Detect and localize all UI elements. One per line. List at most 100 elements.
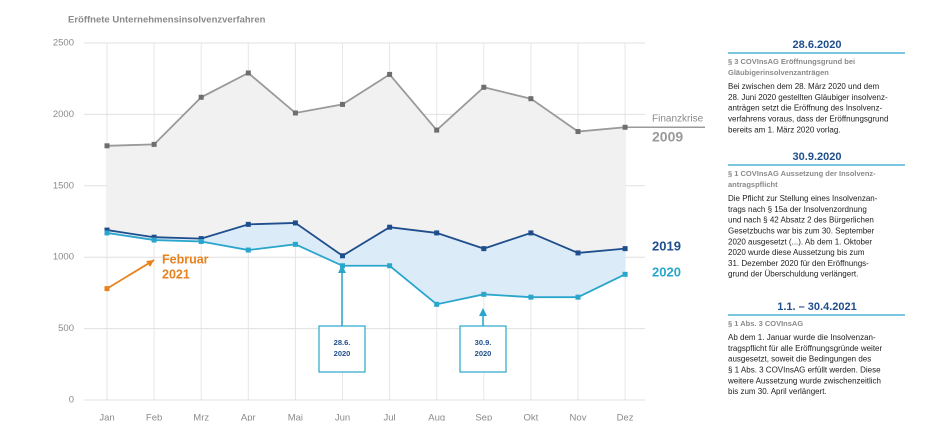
marker xyxy=(340,253,345,259)
series-label: 2021 xyxy=(162,267,190,281)
arrow-head xyxy=(146,260,155,268)
y-tick-label: 500 xyxy=(58,323,74,334)
marker xyxy=(340,101,345,107)
panel-body: Ab dem 1. Januar wurde die Insolvenzan- xyxy=(728,333,876,342)
marker xyxy=(245,70,251,76)
panel-body: weitere Aussetzung wurde zwischenzeitlic… xyxy=(727,376,881,385)
annotation-box-text: 30.9. xyxy=(475,338,492,347)
x-tick-label: Jan xyxy=(99,413,114,421)
marker xyxy=(198,94,204,100)
marker xyxy=(151,237,157,243)
x-tick-label: Apr xyxy=(241,413,256,421)
y-tick-label: 2000 xyxy=(53,109,74,120)
panel-body: anträgen setzt die Eröffnung des Insolve… xyxy=(728,104,883,113)
marker xyxy=(245,247,251,253)
panel-body: Die Pflicht zur Stellung eines Insolvenz… xyxy=(728,194,878,203)
panel-subheading: antragspflicht xyxy=(728,180,778,189)
marker xyxy=(575,250,581,256)
marker xyxy=(387,224,393,230)
x-tick-label: Mrz xyxy=(193,413,209,421)
panel-body: bereits am 1. März 2020 vorlag. xyxy=(728,125,841,134)
marker xyxy=(387,71,393,77)
panel-body: verfahrens voraus, dass der Eröffnungsgr… xyxy=(728,115,888,124)
annotation-box xyxy=(318,325,366,373)
area-fill xyxy=(107,72,626,256)
marker xyxy=(528,294,534,300)
marker xyxy=(622,124,628,130)
annotation-box-text: 2020 xyxy=(475,349,492,358)
area-fill xyxy=(107,222,626,305)
marker xyxy=(528,230,534,236)
marker xyxy=(481,291,487,297)
marker xyxy=(198,238,204,244)
marker xyxy=(340,263,345,269)
panel-body: 31. Dezember 2020 für den Eröffnungs- xyxy=(728,259,869,268)
annotation-arrow-head xyxy=(479,308,487,316)
panel-body: grund der Überschuldung verlängert. xyxy=(728,270,858,279)
marker xyxy=(481,246,487,252)
panel-heading: 30.9.2020 xyxy=(793,151,842,163)
panel-body: 28. Juni 2020 gestellten Gläubiger insol… xyxy=(728,93,888,102)
series-label: 2020 xyxy=(652,264,681,279)
annotation-box-text: 2020 xyxy=(334,349,351,358)
annotation-box xyxy=(459,325,507,373)
marker xyxy=(104,143,110,149)
panel-body: § 1 Abs. 3 COVInsAG erfüllt werden. Dies… xyxy=(728,366,881,375)
marker xyxy=(481,84,487,90)
panel-body: 2020 ausgesetzt (...). Ab dem 1. Oktober xyxy=(728,237,872,246)
x-tick-label: Aug xyxy=(428,413,445,421)
panel-body: tragspflicht für alle Eröffnungsgründe w… xyxy=(728,344,882,353)
panel-body: Gesetzbuchs war bis zum 30. September xyxy=(728,227,875,236)
panel-body: Bei zwischen dem 28. März 2020 und dem xyxy=(728,82,880,91)
marker xyxy=(104,227,110,233)
x-tick-label: Mai xyxy=(288,413,303,421)
panel-subheading: § 1 Abs. 3 COVInsAG xyxy=(728,319,803,328)
marker xyxy=(434,301,440,307)
marker xyxy=(575,294,581,300)
y-tick-label: 2500 xyxy=(53,38,74,49)
panel-body: ausgesetzt, soweit die Bedingungen des xyxy=(728,355,871,364)
marker xyxy=(622,271,628,277)
annotation-box-text: 28.6. xyxy=(334,338,351,347)
chart-title: Eröffnete Unternehmensinsolvenzverfahren xyxy=(68,15,266,26)
annotation: Finanzkrise xyxy=(652,114,704,125)
marker xyxy=(292,110,298,116)
panel-body: bis zum 30. April verlängert. xyxy=(728,387,827,396)
y-tick-label: 1500 xyxy=(53,180,74,191)
x-tick-label: Okt xyxy=(524,413,539,421)
panel-body: 2020 wurde diese Aussetzung bis zum xyxy=(728,248,865,257)
panel-heading: 28.6.2020 xyxy=(793,39,842,51)
y-tick-label: 0 xyxy=(69,395,74,406)
marker xyxy=(622,246,628,252)
marker xyxy=(292,241,298,247)
panel-subheading: § 1 COVInsAG Aussetzung der Insolvenz- xyxy=(728,169,876,178)
series-line xyxy=(106,232,626,306)
marker xyxy=(104,230,110,236)
panel-subheading: § 3 COVInsAG Eröffnungsgrund bei xyxy=(728,57,855,66)
marker xyxy=(292,220,298,226)
marker xyxy=(528,96,534,102)
series-line xyxy=(106,71,626,147)
marker xyxy=(575,129,581,135)
marker xyxy=(387,263,393,269)
x-tick-label: Dez xyxy=(617,413,634,421)
x-tick-label: Nov xyxy=(570,413,587,421)
x-tick-label: Sep xyxy=(475,413,492,421)
marker xyxy=(434,127,440,133)
marker xyxy=(104,286,110,292)
panel-body: und nach § 42 Absatz 2 des Bürgerlichen xyxy=(728,216,874,225)
x-tick-label: Feb xyxy=(146,413,162,421)
panel-heading: 1.1. – 30.4.2021 xyxy=(777,301,857,313)
marker xyxy=(434,230,440,236)
series-line xyxy=(106,222,626,257)
marker xyxy=(151,141,157,147)
series-label: 2009 xyxy=(652,129,683,145)
panel-body: trags nach § 15a der Insolvenzordnung xyxy=(728,205,867,214)
x-tick-label: Jul xyxy=(384,413,396,421)
series-label: 2019 xyxy=(652,238,681,253)
annotation-arrow-head xyxy=(338,265,346,273)
x-tick-label: Jun xyxy=(335,413,350,421)
marker xyxy=(198,236,204,242)
marker xyxy=(151,234,157,240)
